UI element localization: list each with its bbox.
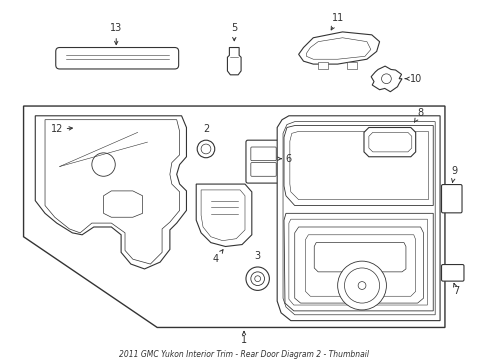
Polygon shape <box>306 38 370 59</box>
Polygon shape <box>45 120 179 264</box>
FancyBboxPatch shape <box>245 140 281 183</box>
Polygon shape <box>201 190 244 240</box>
Circle shape <box>245 267 269 291</box>
Bar <box>346 62 356 69</box>
Polygon shape <box>289 131 427 200</box>
Polygon shape <box>277 116 439 321</box>
Polygon shape <box>368 132 411 152</box>
Polygon shape <box>227 48 241 75</box>
FancyBboxPatch shape <box>56 48 178 69</box>
Polygon shape <box>305 235 415 296</box>
Text: 9: 9 <box>451 166 457 176</box>
FancyBboxPatch shape <box>250 163 276 176</box>
Polygon shape <box>298 32 379 64</box>
Circle shape <box>344 268 379 303</box>
Text: 6: 6 <box>285 154 291 164</box>
Circle shape <box>92 153 115 176</box>
Circle shape <box>250 272 264 285</box>
Text: 2: 2 <box>203 125 209 134</box>
Polygon shape <box>35 116 186 269</box>
Text: 4: 4 <box>212 254 218 264</box>
Text: 10: 10 <box>409 74 421 84</box>
FancyBboxPatch shape <box>250 147 276 161</box>
Polygon shape <box>370 66 401 92</box>
Circle shape <box>201 144 210 154</box>
Polygon shape <box>363 127 415 157</box>
Text: 3: 3 <box>254 251 260 261</box>
Polygon shape <box>283 122 434 315</box>
FancyBboxPatch shape <box>441 265 463 281</box>
Polygon shape <box>103 191 142 217</box>
FancyBboxPatch shape <box>441 185 461 213</box>
Text: 2011 GMC Yukon Interior Trim - Rear Door Diagram 2 - Thumbnail: 2011 GMC Yukon Interior Trim - Rear Door… <box>119 350 368 359</box>
Text: 1: 1 <box>241 335 246 345</box>
Text: 11: 11 <box>331 13 343 23</box>
Circle shape <box>337 261 386 310</box>
Polygon shape <box>23 106 444 328</box>
Polygon shape <box>314 243 405 272</box>
Text: 5: 5 <box>231 23 237 33</box>
Polygon shape <box>288 219 427 305</box>
Polygon shape <box>294 227 423 303</box>
Circle shape <box>197 140 214 158</box>
Circle shape <box>381 74 390 84</box>
Polygon shape <box>284 213 432 311</box>
Circle shape <box>357 282 365 289</box>
Text: 12: 12 <box>50 125 63 134</box>
Polygon shape <box>284 126 432 206</box>
Text: 13: 13 <box>110 23 122 33</box>
Bar <box>318 62 327 69</box>
Polygon shape <box>196 184 251 247</box>
Circle shape <box>254 276 260 282</box>
Text: 8: 8 <box>417 108 423 118</box>
Text: 7: 7 <box>452 286 459 296</box>
